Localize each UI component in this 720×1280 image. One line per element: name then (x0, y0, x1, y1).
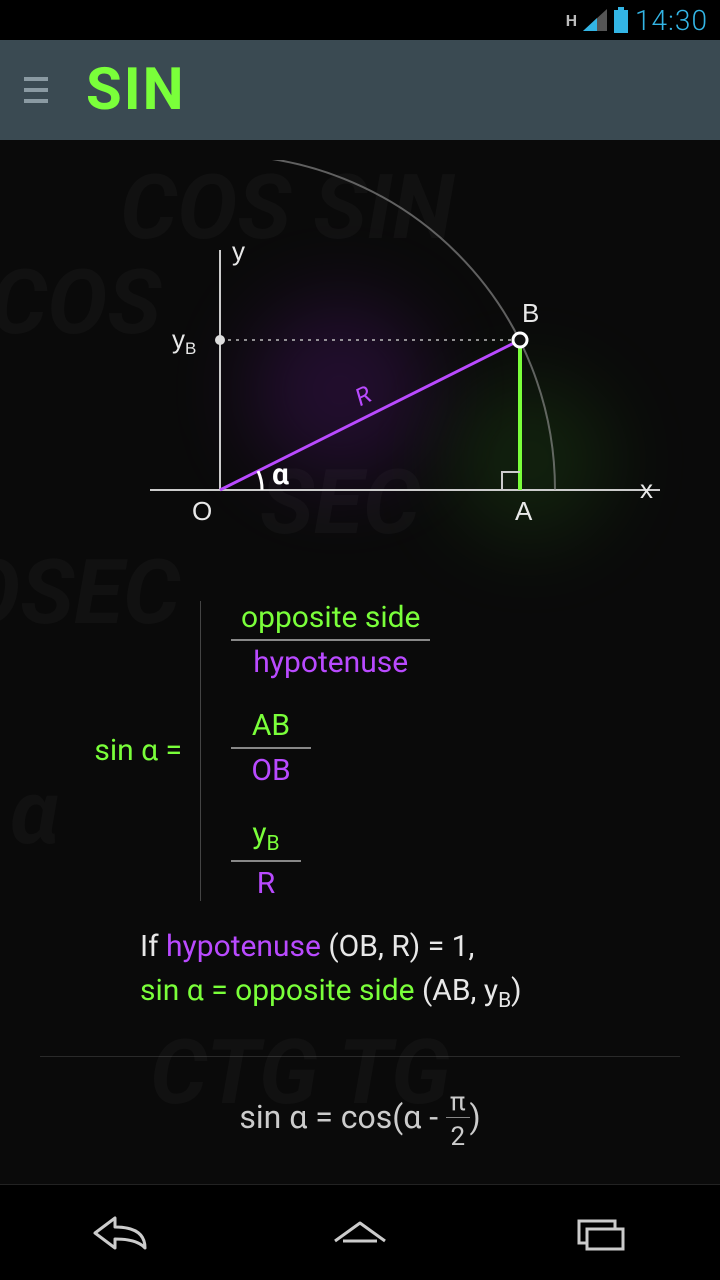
divider (200, 601, 201, 901)
back-button[interactable] (85, 1213, 155, 1253)
svg-text:A: A (515, 496, 533, 526)
fraction-words: opposite side hypotenuse (231, 600, 430, 680)
svg-text:O: O (192, 496, 212, 526)
svg-text:B: B (522, 298, 539, 328)
svg-text:α: α (272, 457, 289, 492)
svg-text:x: x (640, 474, 653, 504)
sin-alpha-label: sin α = (40, 733, 200, 768)
signal-icon (583, 9, 607, 31)
content-area: COS SINCOSSECOSECαCTG TG OABxyyBRα sin α… (0, 140, 720, 1184)
svg-text:y: y (232, 236, 245, 266)
fraction-coords: yB R (231, 816, 301, 901)
page-title: SIN (86, 56, 186, 124)
sine-diagram: O A Bx y yB Rα (0, 160, 720, 600)
svg-text:R: R (351, 380, 377, 412)
app-header: SIN (0, 40, 720, 140)
fraction-segments: AB OB (231, 708, 311, 788)
navigation-bar (0, 1184, 720, 1280)
battery-icon (613, 7, 629, 33)
network-type: H (566, 11, 577, 30)
clock: 14:30 (635, 4, 708, 37)
status-bar: H 14:30 (0, 0, 720, 40)
home-button[interactable] (325, 1213, 395, 1253)
svg-text:yB: yB (172, 324, 196, 358)
recent-apps-button[interactable] (565, 1213, 635, 1253)
description-text: If hypotenuse (OB, R) = 1, sin α = oppos… (40, 925, 680, 1016)
menu-icon[interactable] (24, 77, 48, 103)
